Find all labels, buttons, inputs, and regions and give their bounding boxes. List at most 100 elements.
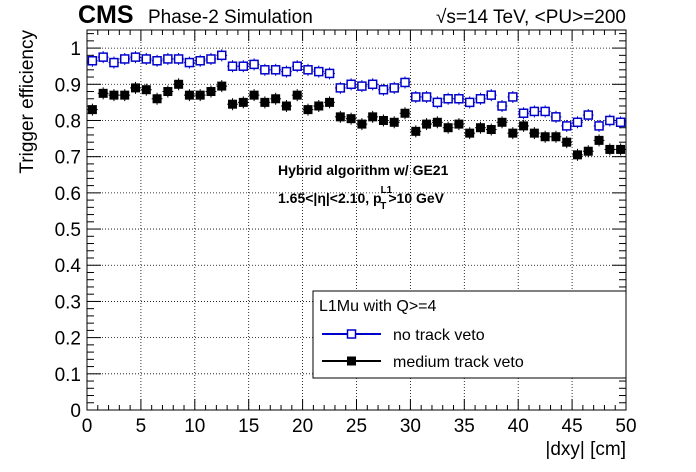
data-point (605, 115, 615, 126)
grid-lines (87, 30, 626, 410)
cms-label: CMS (78, 1, 134, 29)
data-point (281, 66, 292, 77)
x-axis-title: |dxy| [cm] (545, 439, 626, 460)
data-point (141, 85, 151, 95)
y-tick-label: 0.3 (55, 292, 81, 313)
data-point (174, 79, 184, 89)
data-point (260, 97, 270, 107)
x-tick-label: 30 (400, 416, 421, 437)
cut-annotation-suffix: >10 GeV (388, 190, 444, 206)
data-point (519, 121, 529, 131)
data-point (152, 94, 162, 104)
data-point (87, 105, 97, 115)
data-point (335, 83, 346, 93)
data-point (131, 83, 141, 93)
data-point (238, 97, 248, 107)
data-point (497, 101, 507, 111)
data-point (281, 101, 291, 111)
data-point (529, 106, 540, 117)
data-point (572, 117, 583, 128)
data-point (227, 61, 238, 71)
data-point (432, 117, 442, 127)
data-point (346, 114, 356, 124)
data-point (184, 57, 195, 68)
energy-pileup-label: √s=14 TeV, <PU>=200 (436, 7, 626, 28)
data-point (195, 56, 205, 66)
y-tick-label: 1 (70, 39, 81, 60)
y-tick-label: 0.7 (55, 148, 81, 169)
legend-label-no-track-veto: no track veto (393, 327, 485, 344)
y-tick-label: 0.9 (55, 75, 81, 96)
cut-annotation-sup: L1 (381, 185, 393, 196)
data-point (486, 90, 496, 100)
data-point (357, 119, 367, 129)
data-point (152, 56, 162, 66)
legend-marker-no-track-veto (346, 329, 357, 339)
x-tick-label: 35 (454, 416, 475, 437)
phase2-simulation-label: Phase-2 Simulation (148, 7, 313, 28)
series-medium-track-veto (87, 78, 626, 161)
data-point (583, 110, 594, 120)
data-point (529, 128, 539, 138)
data-point (98, 52, 108, 62)
data-point (163, 54, 173, 64)
data-point (98, 88, 108, 98)
data-point (411, 92, 421, 102)
algorithm-annotation: Hybrid algorithm w/ GE21 (278, 162, 449, 178)
data-point (475, 123, 485, 133)
data-point (464, 97, 475, 108)
data-point (572, 150, 582, 160)
legend-label-medium-track-veto: medium track veto (393, 354, 524, 371)
x-tick-label: 40 (508, 416, 529, 437)
data-point (303, 65, 313, 75)
data-point (605, 144, 615, 154)
data-point (217, 81, 227, 91)
data-point (184, 90, 194, 100)
data-point (615, 117, 626, 128)
y-tick-label: 0.2 (55, 329, 81, 350)
data-point (314, 101, 324, 111)
data-point (540, 106, 550, 117)
y-tick-label: 0.8 (55, 111, 81, 132)
data-point (422, 119, 432, 129)
data-point (561, 121, 572, 131)
data-point (400, 77, 410, 88)
data-point (475, 94, 486, 104)
data-point (551, 112, 561, 122)
data-point (324, 68, 335, 79)
data-point (270, 65, 281, 75)
axis-ticks (86, 30, 627, 411)
data-point (411, 126, 421, 136)
data-point (508, 92, 518, 102)
x-tick-label: 20 (292, 416, 313, 437)
x-tick-label: 0 (82, 416, 93, 437)
data-point (206, 87, 216, 97)
x-tick-label: 50 (615, 416, 636, 437)
data-point (368, 112, 378, 122)
data-point (228, 99, 238, 109)
data-point (141, 54, 152, 64)
data-point (400, 108, 410, 118)
data-point (367, 79, 378, 90)
data-point (443, 123, 453, 133)
data-point (594, 121, 604, 131)
data-point (163, 87, 173, 97)
data-point (454, 119, 464, 129)
data-point (325, 97, 335, 107)
data-point (249, 90, 259, 100)
data-point (551, 132, 561, 142)
data-point (389, 83, 399, 93)
y-tick-label: 0.4 (55, 256, 82, 277)
data-point (303, 105, 313, 115)
data-point (314, 66, 324, 77)
data-point (616, 144, 626, 154)
legend-marker-medium-track-veto (347, 356, 356, 366)
data-point (497, 117, 507, 127)
data-point (195, 90, 205, 100)
x-tick-label: 15 (238, 416, 259, 437)
y-tick-label: 0 (70, 401, 81, 422)
tick-labels: 0 5 10 15 20 25 30 35 40 45 50 0 0.1 0.2 0.3 0.4 0.5 0.6 0… (55, 39, 637, 437)
data-point (378, 84, 389, 95)
data-point (120, 90, 130, 100)
data-point (508, 128, 518, 138)
